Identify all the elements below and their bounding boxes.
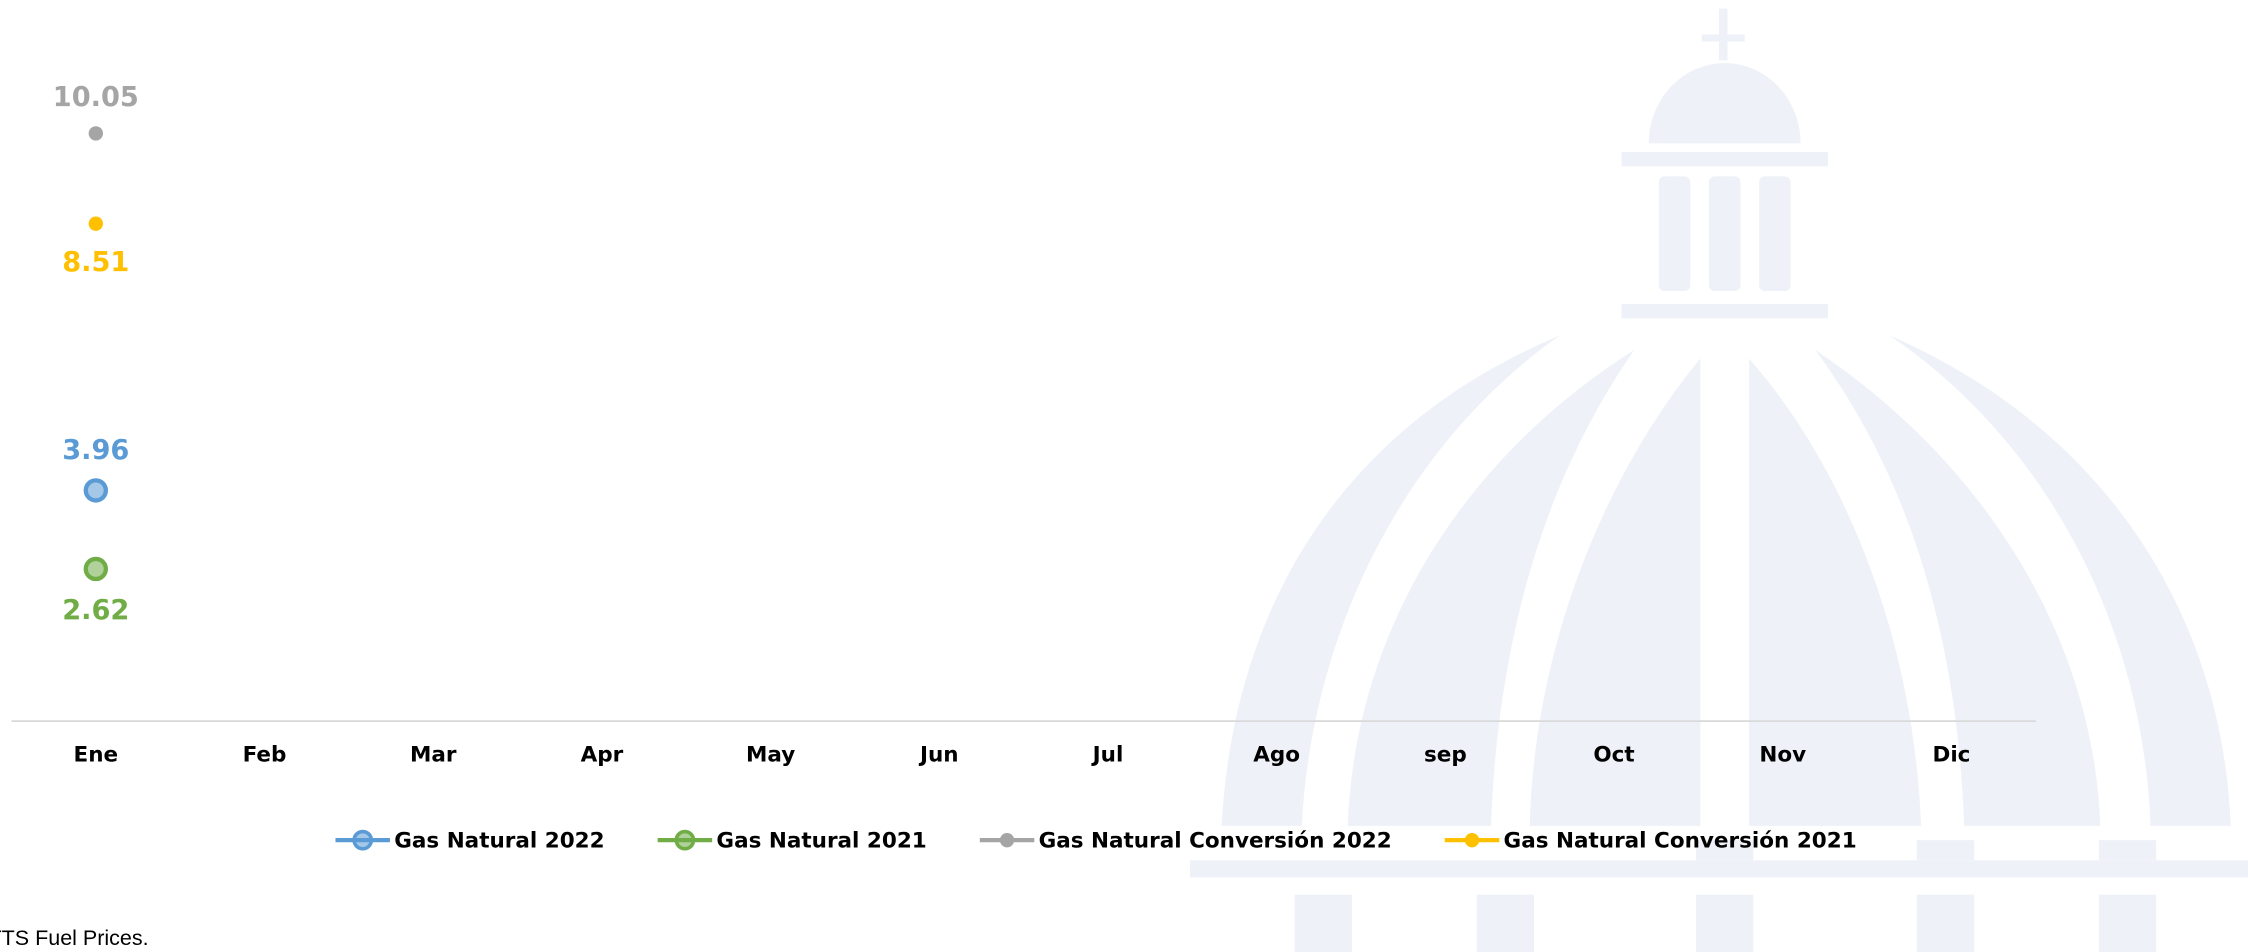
marker xyxy=(88,126,103,141)
x-tick-label: Jun xyxy=(918,742,959,767)
data-label: 2.62 xyxy=(62,595,129,626)
x-tick-label: May xyxy=(746,742,795,767)
source-note: TTS Fuel Prices. xyxy=(0,926,149,950)
x-tick-label: Jul xyxy=(1091,742,1124,767)
x-tick-label: Ene xyxy=(74,742,119,767)
x-tick-label: Nov xyxy=(1759,742,1806,767)
dome-watermark xyxy=(1189,8,2248,952)
legend-label: Gas Natural Conversión 2022 xyxy=(1039,828,1392,853)
x-tick-label: Dic xyxy=(1932,742,1970,767)
marker xyxy=(83,478,109,503)
legend-marker xyxy=(674,829,696,851)
legend-label: Gas Natural 2021 xyxy=(716,828,926,853)
legend-marker xyxy=(352,829,374,851)
x-tick-label: Ago xyxy=(1253,742,1300,767)
data-label: 8.51 xyxy=(62,247,129,278)
x-tick-label: sep xyxy=(1424,742,1467,767)
legend-marker xyxy=(999,832,1015,848)
data-label: 3.96 xyxy=(62,435,129,466)
marker xyxy=(83,556,109,582)
legend-label: Gas Natural Conversión 2021 xyxy=(1504,828,1857,853)
x-tick-label: Feb xyxy=(243,742,287,767)
marker xyxy=(88,216,103,231)
x-tick-label: Apr xyxy=(581,742,624,767)
legend-label: Gas Natural 2022 xyxy=(394,828,604,853)
data-label: 10.05 xyxy=(53,82,139,113)
x-tick-label: Mar xyxy=(410,742,457,767)
x-tick-label: Oct xyxy=(1593,742,1634,767)
legend-marker xyxy=(1464,832,1480,848)
